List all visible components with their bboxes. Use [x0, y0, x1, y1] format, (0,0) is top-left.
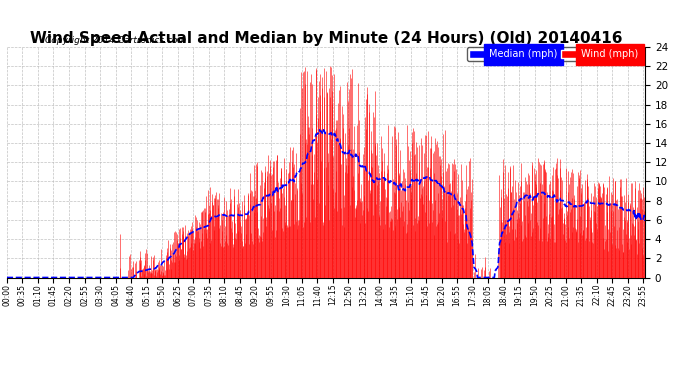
- Title: Wind Speed Actual and Median by Minute (24 Hours) (Old) 20140416: Wind Speed Actual and Median by Minute (…: [30, 31, 622, 46]
- Legend: Median (mph), Wind (mph): Median (mph), Wind (mph): [467, 47, 640, 61]
- Text: Copyright 2014 Cartronics.com: Copyright 2014 Cartronics.com: [45, 36, 186, 45]
